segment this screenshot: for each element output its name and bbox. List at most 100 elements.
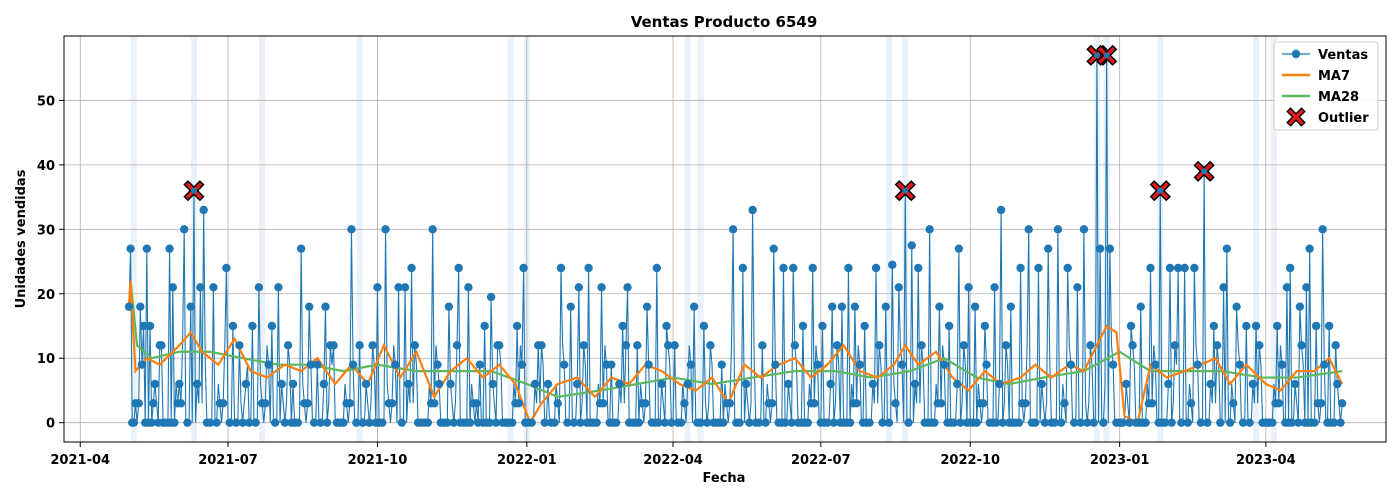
ventas-point (935, 302, 944, 311)
ventas-point (428, 225, 437, 234)
ventas-point (741, 379, 751, 389)
ventas-point (686, 360, 696, 369)
ventas-point (261, 399, 270, 408)
ventas-point (992, 418, 1001, 427)
ventas-point (813, 360, 822, 369)
ma28-line (127, 280, 1343, 399)
ventas-point (1222, 244, 1232, 253)
x-tick-label: 2022-10 (940, 453, 1000, 468)
ventas-point (527, 418, 536, 427)
ventas-point (465, 418, 475, 427)
ventas-point (486, 292, 496, 302)
legend-swatch-marker (1291, 49, 1301, 59)
ventas-point (573, 379, 582, 389)
legend-label: Ventas (1318, 48, 1368, 63)
ventas-point (964, 283, 973, 292)
ventas-point (888, 260, 897, 269)
ventas-point (1146, 263, 1155, 273)
ventas-point (238, 418, 247, 427)
x-tick-label: 2021-07 (198, 453, 258, 468)
outlier-center (902, 187, 909, 194)
ventas-point (355, 341, 364, 350)
ventas-point (1248, 379, 1258, 389)
ventas-point (464, 283, 473, 292)
ventas-point (826, 379, 835, 389)
ventas-point (1060, 399, 1069, 408)
ventas-point (1014, 418, 1024, 427)
ventas-point (303, 399, 312, 408)
ventas-point (530, 379, 540, 389)
ventas-point (875, 341, 884, 350)
ventas-point (680, 399, 689, 408)
ventas-point (1073, 283, 1082, 292)
ventas-point (306, 360, 316, 369)
ventas-point (1069, 418, 1079, 427)
ventas-point (209, 283, 218, 292)
ventas-point (449, 418, 458, 427)
ventas-point (400, 283, 410, 292)
ventas-point (907, 241, 916, 250)
legend-entry-ma7: MA7 (1282, 69, 1350, 84)
ventas-point (852, 399, 861, 408)
ventas-point (1302, 283, 1311, 292)
ventas-point (519, 263, 528, 273)
ventas-point (1136, 302, 1145, 311)
ventas-point (309, 418, 319, 427)
ventas-point (1151, 360, 1160, 369)
ventas-point (543, 379, 553, 389)
ventas-point (231, 418, 241, 427)
outlier-markers (183, 44, 1215, 202)
ventas-point (329, 341, 338, 350)
ventas-point (150, 379, 160, 389)
ventas-point (296, 244, 306, 253)
ventas-point (514, 399, 523, 408)
ventas-point (254, 283, 264, 292)
legend-entry-outlier: Outlier (1286, 107, 1369, 127)
ventas-point (1255, 341, 1264, 350)
ventas-point (1287, 418, 1297, 427)
ventas-point (663, 341, 673, 350)
ventas-point (472, 399, 481, 408)
ventas-point (134, 399, 143, 408)
ventas-point (699, 321, 709, 331)
ventas-point (787, 418, 796, 427)
ventas-point (860, 321, 869, 331)
ventas-point (1216, 418, 1225, 427)
ventas-point (725, 399, 735, 408)
ventas-point (368, 341, 377, 350)
ventas-point (1125, 418, 1134, 427)
ventas-point (569, 418, 579, 427)
y-tick-label: 40 (37, 159, 55, 174)
ventas-point (1034, 263, 1043, 273)
ventas-point (316, 418, 325, 427)
outlier-point (1193, 160, 1215, 182)
ventas-point (748, 205, 757, 215)
ventas-point (1160, 418, 1170, 427)
ventas-point (972, 418, 981, 427)
ventas-point (365, 418, 374, 427)
ventas-point (1118, 418, 1128, 427)
shade-band (507, 36, 514, 442)
ventas-point (560, 360, 569, 369)
ventas-point (634, 418, 644, 427)
ventas-point (618, 321, 627, 331)
ventas-point (970, 302, 980, 311)
ventas-point (611, 418, 621, 427)
ventas-point (1333, 379, 1342, 389)
ventas-point (387, 399, 397, 408)
ventas-point (767, 399, 777, 408)
ventas-point (142, 244, 152, 253)
ventas-point (1095, 244, 1105, 253)
ventas-point (175, 379, 184, 389)
ventas-point (1031, 418, 1040, 427)
ventas-point (248, 321, 257, 331)
legend-label: Outlier (1318, 111, 1369, 126)
ventas-point (996, 205, 1006, 215)
ventas-point (452, 341, 462, 350)
ventas-point (1105, 244, 1115, 253)
x-tick-label: 2023-01 (1090, 453, 1150, 468)
ventas-point (1235, 360, 1245, 369)
ventas-point (126, 244, 135, 253)
ventas-point (982, 360, 991, 369)
outlier-point (1096, 44, 1118, 66)
